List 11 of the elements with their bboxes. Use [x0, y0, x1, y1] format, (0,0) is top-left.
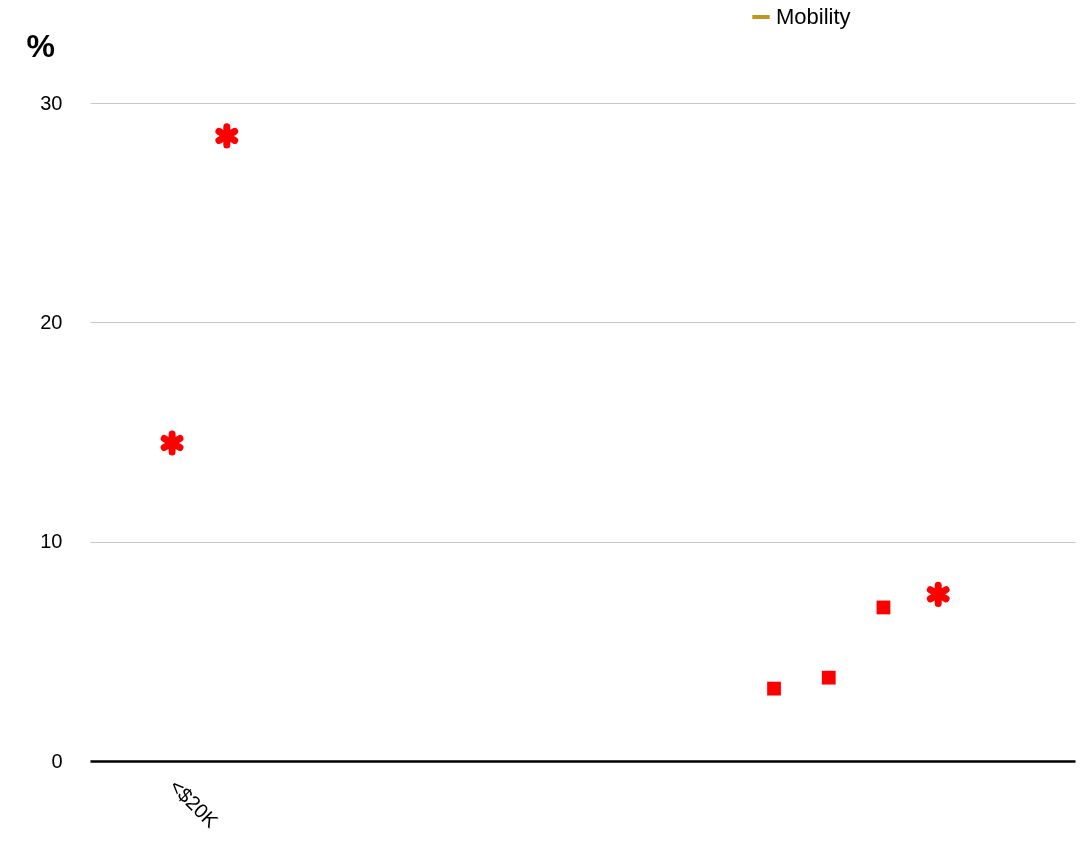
- point: [821, 670, 836, 685]
- point: [160, 430, 184, 456]
- y-tick-label: 0: [51, 749, 63, 772]
- y-tick-label: 20: [40, 310, 63, 333]
- point: [215, 123, 239, 149]
- legend-label: Mobility: [776, 4, 851, 29]
- y-axis-title: %: [26, 27, 55, 64]
- point: [767, 681, 781, 696]
- y-tick-label: 10: [40, 530, 63, 553]
- y-tick-label: 30: [40, 91, 63, 114]
- point: [926, 581, 950, 607]
